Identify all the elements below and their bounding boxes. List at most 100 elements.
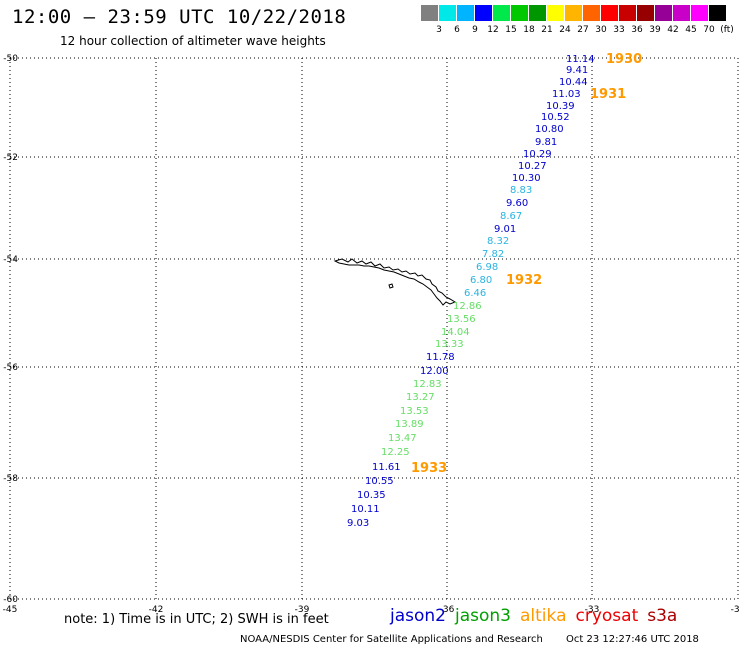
wave-height-label: 10.55 (365, 476, 394, 487)
south-georgia-coastline (333, 258, 457, 306)
satellite-legend-entry: cryosat (575, 606, 639, 626)
colorbar-swatch (619, 5, 636, 21)
satellite-legend-entry: jason3 (455, 606, 511, 626)
wave-height-label: 7.82 (482, 249, 504, 260)
wave-height-label: 10.80 (535, 124, 564, 135)
wave-height-label: 10.29 (523, 149, 552, 160)
colorbar-label: 33 (613, 25, 625, 35)
colorbar-swatch (475, 5, 492, 21)
footnote: note: 1) Time is in UTC; 2) SWH is in fe… (64, 612, 329, 627)
colorbar-swatch (673, 5, 690, 21)
colorbar-swatch (421, 5, 438, 21)
colorbar-swatch (655, 5, 672, 21)
colorbar-swatch (565, 5, 582, 21)
wave-height-label: 9.60 (506, 198, 528, 209)
colorbar-swatch (709, 5, 726, 21)
lat-tick-label: -60 (3, 595, 18, 605)
colorbar-swatch (511, 5, 528, 21)
lat-tick-label: -50 (3, 54, 18, 64)
colorbar-swatch (493, 5, 510, 21)
satellite-legend-entry: s3a (647, 606, 678, 626)
colorbar-label: 21 (541, 25, 553, 35)
wave-height-label: 12.25 (381, 447, 410, 458)
wave-height-label: 10.30 (512, 173, 541, 184)
lat-tick-label: -54 (3, 255, 18, 265)
colorbar-swatch (439, 5, 456, 21)
wave-height-label: 12.83 (413, 379, 442, 390)
lon-tick-label: -42 (149, 605, 164, 615)
wave-height-labels: 11.149.4110.4411.0310.3910.5210.809.8110… (347, 54, 595, 529)
colorbar-swatch (583, 5, 600, 21)
colorbar-label: 45 (685, 25, 697, 35)
colorbar-swatch (691, 5, 708, 21)
lon-tick-label: -39 (295, 605, 310, 615)
pass-label: 1932 (506, 273, 542, 288)
wave-height-label: 12.00 (420, 366, 449, 377)
wave-height-label: 9.41 (566, 65, 588, 76)
satellite-legend: jason2 jason3 altika cryosat s3a (390, 606, 686, 626)
colorbar-swatch (637, 5, 654, 21)
wave-height-label: 10.39 (546, 101, 575, 112)
pass-labels: 1930 1931 1932 1933 (411, 52, 642, 476)
colorbar-swatch (601, 5, 618, 21)
pass-label: 1931 (590, 87, 626, 102)
colorbar-swatch (547, 5, 564, 21)
colorbar-label: 36 (631, 25, 643, 35)
satellite-legend-entry: jason2 (390, 606, 446, 626)
wave-height-label: 11.03 (552, 89, 581, 100)
lat-tick-label: -58 (3, 474, 18, 484)
wave-height-label: 11.61 (372, 462, 401, 473)
axis-tick-labels: -50 -52 -54 -56 -58 -60-45 -42 -39 -36 -33 -30 (3, 54, 740, 615)
satellite-legend-entry: altika (520, 606, 567, 626)
wave-height-label: 9.03 (347, 518, 369, 529)
wave-height-label: 13.33 (435, 339, 464, 350)
colorbar-label: 39 (649, 25, 661, 35)
wave-height-label: 6.98 (476, 262, 498, 273)
colorbar-unit: (ft) (720, 25, 734, 35)
wave-height-label: 13.53 (400, 406, 429, 417)
wave-height-label: 10.11 (351, 504, 380, 515)
map-grid (9, 57, 739, 600)
pass-label: 1930 (606, 52, 642, 67)
lon-tick-label: -36 (440, 605, 455, 615)
colorbar-label: 70 (703, 25, 715, 35)
wave-height-label: 10.27 (518, 161, 547, 172)
wave-height-label: 13.47 (388, 433, 417, 444)
wave-height-label: 14.04 (441, 327, 470, 338)
lon-tick-label: -45 (3, 605, 18, 615)
wave-height-label: 6.80 (470, 275, 492, 286)
lon-tick-label: -30 (731, 605, 740, 615)
colorbar-swatch (529, 5, 546, 21)
wave-height-label: 8.32 (487, 236, 509, 247)
wave-height-label: 11.78 (426, 352, 455, 363)
colorbar-label: 30 (595, 25, 607, 35)
colorbar-label: 24 (559, 25, 571, 35)
wave-height-label: 10.52 (541, 112, 570, 123)
wave-height-label: 13.56 (447, 314, 476, 325)
wave-height-label: 10.44 (559, 77, 588, 88)
chart-subtitle: 12 hour collection of altimeter wave hei… (60, 34, 326, 48)
lon-tick-label: -33 (585, 605, 600, 615)
colorbar-label: 27 (577, 25, 589, 35)
credit-line: NOAA/NESDIS Center for Satellite Applica… (240, 634, 543, 645)
colorbar-swatch (457, 5, 474, 21)
generation-timestamp: Oct 23 12:27:46 UTC 2018 (566, 634, 699, 645)
colorbar-label: 9 (472, 25, 478, 35)
wave-height-label: 8.83 (510, 185, 532, 196)
pass-label: 1933 (411, 461, 447, 476)
colorbar-label: 15 (505, 25, 517, 35)
wave-height-label: 9.01 (494, 224, 516, 235)
lat-tick-label: -52 (3, 153, 18, 163)
lat-tick-label: -56 (3, 363, 18, 373)
wave-height-label: 13.27 (406, 392, 435, 403)
colorbar-label: 42 (667, 25, 679, 35)
colorbar-label: 12 (487, 25, 499, 35)
wave-height-label: 6.46 (464, 288, 486, 299)
south-georgia-islet (388, 283, 394, 289)
wave-height-label: 12.86 (453, 301, 482, 312)
wave-height-label: 10.35 (357, 490, 386, 501)
wave-height-label: 13.89 (395, 419, 424, 430)
colorbar-label: 18 (523, 25, 535, 35)
wave-height-label: 9.81 (535, 137, 557, 148)
